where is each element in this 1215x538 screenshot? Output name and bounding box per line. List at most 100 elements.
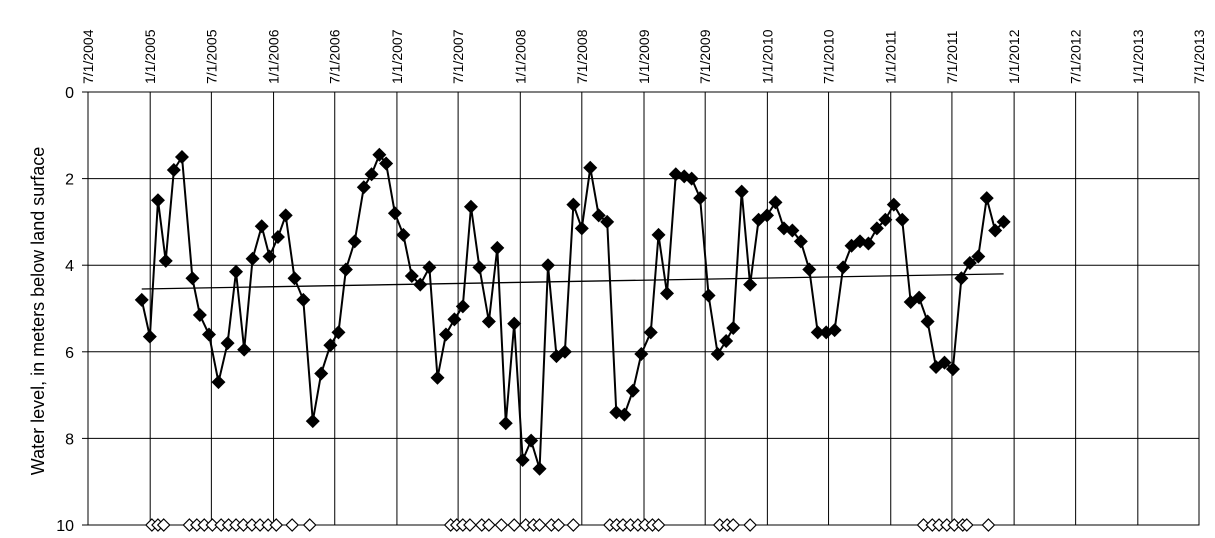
data-point bbox=[768, 195, 783, 210]
data-point bbox=[134, 292, 149, 307]
data-point bbox=[532, 461, 547, 476]
x-tick-label: 1/1/2007 bbox=[389, 29, 405, 84]
data-point bbox=[743, 277, 758, 292]
series-water-level bbox=[134, 147, 1011, 476]
x-tick-label: 1/1/2006 bbox=[266, 29, 282, 84]
data-point bbox=[566, 197, 581, 212]
open-diamond-marker bbox=[566, 518, 581, 532]
data-point bbox=[600, 214, 615, 229]
data-point bbox=[937, 355, 952, 370]
data-point bbox=[254, 219, 269, 234]
data-point bbox=[710, 346, 725, 361]
data-point bbox=[296, 292, 311, 307]
open-diamond-marker bbox=[981, 518, 996, 532]
data-point bbox=[684, 171, 699, 186]
data-point bbox=[472, 260, 487, 275]
data-point bbox=[158, 253, 173, 268]
open-diamond-marker bbox=[532, 518, 547, 532]
data-point bbox=[693, 191, 708, 206]
data-point bbox=[524, 433, 539, 448]
data-point bbox=[185, 271, 200, 286]
y-tick-label: 8 bbox=[65, 431, 74, 448]
data-point bbox=[886, 197, 901, 212]
data-point bbox=[574, 221, 589, 236]
y-tick-label: 4 bbox=[65, 258, 74, 275]
data-point bbox=[827, 323, 842, 338]
gridlines bbox=[82, 91, 1199, 526]
data-point bbox=[836, 260, 851, 275]
x-tick-label: 7/1/2010 bbox=[821, 29, 837, 84]
data-point bbox=[245, 251, 260, 266]
open-diamond-marker bbox=[507, 518, 522, 532]
x-tick-label: 7/1/2013 bbox=[1191, 29, 1207, 84]
data-point bbox=[643, 325, 658, 340]
x-tick-label: 1/1/2005 bbox=[142, 29, 158, 84]
data-point bbox=[404, 269, 419, 284]
data-point bbox=[211, 375, 226, 390]
data-point bbox=[701, 288, 716, 303]
data-point bbox=[396, 227, 411, 242]
x-tick-label: 1/1/2010 bbox=[759, 29, 775, 84]
y-tick-label: 6 bbox=[65, 345, 74, 362]
data-point bbox=[372, 147, 387, 162]
open-diamond-marker bbox=[482, 518, 496, 532]
open-diamond-marker bbox=[959, 518, 974, 532]
data-point bbox=[920, 314, 935, 329]
x-tick-label: 1/1/2008 bbox=[512, 29, 528, 84]
open-diamond-marker bbox=[156, 518, 171, 532]
data-point bbox=[142, 329, 157, 344]
open-diamond-marker bbox=[269, 518, 284, 532]
data-point bbox=[802, 262, 817, 277]
data-point bbox=[659, 286, 674, 301]
data-point bbox=[945, 362, 960, 377]
x-tick-label: 7/1/2009 bbox=[697, 29, 713, 84]
data-point bbox=[971, 249, 986, 264]
data-point bbox=[287, 271, 302, 286]
data-point bbox=[447, 312, 462, 327]
open-diamond-marker bbox=[743, 518, 757, 532]
data-point bbox=[878, 212, 893, 227]
x-tick-label: 1/1/2012 bbox=[1006, 29, 1022, 84]
data-point bbox=[541, 258, 556, 273]
data-point bbox=[490, 240, 505, 255]
trendline-line bbox=[141, 273, 1004, 290]
data-point bbox=[962, 256, 977, 271]
data-point bbox=[237, 342, 252, 357]
data-point bbox=[481, 314, 496, 329]
data-point bbox=[338, 262, 353, 277]
open-diamond-marker bbox=[726, 518, 741, 532]
x-tick-label: 7/1/2007 bbox=[450, 29, 466, 84]
data-point bbox=[413, 277, 428, 292]
data-point bbox=[861, 236, 876, 251]
x-tick-labels: 7/1/2004 1/1/2005 7/1/2005 1/1/2006 7/1/2006… bbox=[80, 29, 1207, 84]
x-tick-label: 1/1/2009 bbox=[636, 29, 652, 84]
data-point bbox=[438, 327, 453, 342]
open-diamond-marker bbox=[463, 518, 477, 532]
data-point bbox=[356, 180, 371, 195]
x-tick-label: 7/1/2012 bbox=[1068, 29, 1084, 84]
data-point bbox=[651, 227, 666, 242]
open-diamond-marker bbox=[285, 518, 299, 532]
data-point bbox=[314, 366, 329, 381]
data-point bbox=[634, 346, 649, 361]
data-point bbox=[270, 230, 285, 245]
data-point bbox=[557, 344, 572, 359]
data-point bbox=[734, 184, 749, 199]
data-point bbox=[220, 336, 235, 351]
data-point bbox=[323, 338, 338, 353]
data-point bbox=[583, 160, 598, 175]
y-tick-label: 10 bbox=[56, 518, 74, 535]
missing-measurement-markers bbox=[145, 518, 996, 532]
x-tick-label: 7/1/2008 bbox=[574, 29, 590, 84]
data-point bbox=[379, 156, 394, 171]
data-point bbox=[463, 199, 478, 214]
data-point bbox=[174, 149, 189, 164]
data-point bbox=[954, 271, 969, 286]
x-tick-label: 7/1/2005 bbox=[203, 29, 219, 84]
data-point bbox=[793, 234, 808, 249]
data-point bbox=[591, 208, 606, 223]
data-point bbox=[719, 333, 734, 348]
data-point bbox=[430, 370, 445, 385]
x-tick-label: 7/1/2011 bbox=[944, 30, 960, 84]
